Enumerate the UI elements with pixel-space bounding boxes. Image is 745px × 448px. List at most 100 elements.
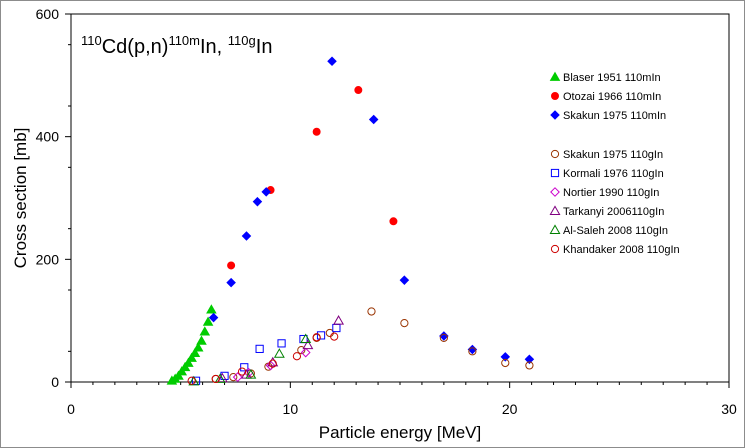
legend-item: Skakun 1975 110mIn: [550, 110, 666, 122]
series-6: [216, 315, 345, 383]
y-tick-label: 400: [36, 129, 60, 145]
series-7: [188, 333, 312, 386]
legend-label: Skakun 1975 110gIn: [563, 149, 663, 161]
legend-label: Al-Saleh 2008 110gIn: [563, 225, 668, 237]
data-point: [467, 344, 478, 355]
x-tick-label: 0: [67, 401, 75, 417]
data-point: [187, 376, 196, 385]
data-point: [354, 86, 363, 95]
data-point: [240, 363, 249, 372]
data-point: [265, 360, 276, 371]
legend-item: Kormali 1976 110gIn: [550, 168, 664, 180]
annotation-superscript: 110g: [228, 33, 256, 48]
x-tick-label: 10: [283, 401, 299, 417]
data-point: [389, 217, 398, 226]
annotation-text: In,: [200, 36, 228, 58]
y-tick-label: 200: [36, 251, 60, 267]
legend-item: Tarkanyi 2006110gIn: [549, 205, 664, 218]
data-point: [500, 352, 511, 362]
series-2: [208, 56, 535, 365]
data-point: [206, 304, 217, 314]
legend: Blaser 1951 110mIn Otozai 1966 110mIn Skak…: [549, 71, 680, 256]
data-points: [166, 56, 535, 386]
data-point: [439, 333, 448, 342]
series-0: [166, 304, 217, 385]
data-point: [292, 352, 302, 361]
data-point: [333, 315, 345, 325]
data-point: [202, 316, 214, 326]
data-point: [241, 231, 252, 241]
data-point: [300, 347, 311, 358]
data-point: [297, 346, 306, 355]
data-point: [312, 127, 321, 136]
data-point: [524, 354, 535, 365]
data-point: [199, 326, 211, 336]
data-point: [252, 196, 263, 207]
annotation-text: Cd(p,n): [102, 36, 169, 58]
data-point: [183, 357, 194, 367]
data-point: [186, 352, 197, 362]
legend-marker: [550, 110, 560, 120]
data-point: [400, 319, 409, 328]
legend-marker: [550, 168, 560, 178]
legend-label: Otozai 1966 110mIn: [563, 91, 661, 103]
annotation-superscript: 110m: [168, 33, 200, 48]
reaction-annotation: 110Cd(p,n)110mIn, 110gIn: [81, 33, 272, 58]
data-point: [245, 369, 257, 379]
data-point: [302, 339, 314, 350]
data-point: [330, 332, 339, 341]
data-point: [267, 356, 279, 367]
data-point: [229, 372, 238, 382]
data-point: [214, 373, 226, 383]
legend-item: Al-Saleh 2008 110gIn: [549, 224, 668, 237]
data-point: [216, 372, 228, 383]
x-tick-label: 20: [502, 401, 518, 417]
data-point: [196, 335, 207, 345]
legend-item: Nortier 1990 110gIn: [550, 187, 659, 199]
data-point: [261, 187, 271, 197]
legend-item: Otozai 1966 110mIn: [551, 91, 661, 103]
data-point: [439, 331, 449, 341]
annotation-superscript: 110: [81, 33, 102, 48]
data-point: [327, 56, 337, 66]
data-point: [368, 114, 379, 125]
data-point: [468, 347, 477, 356]
data-point: [367, 307, 376, 316]
data-point: [277, 339, 286, 348]
x-tick-label: 30: [721, 401, 737, 417]
data-point: [525, 361, 534, 370]
data-point: [211, 374, 220, 384]
data-point: [399, 275, 410, 285]
legend-marker: [550, 187, 560, 197]
x-axis-label: Particle energy [MeV]: [319, 423, 482, 442]
reaction-label: 110Cd(p,n)110mIn, 110gIn: [81, 33, 272, 58]
legend-item: Skakun 1975 110gIn: [550, 149, 663, 161]
legend-label: Blaser 1951 110mIn: [563, 72, 661, 84]
legend-marker: [549, 205, 561, 215]
data-point: [268, 359, 277, 368]
data-point: [232, 372, 243, 383]
legend-label: Nortier 1990 110gIn: [563, 187, 659, 199]
legend-marker: [551, 92, 560, 101]
legend-item: Khandaker 2008 110gIn: [550, 244, 680, 256]
y-tick-label: 600: [36, 6, 60, 22]
legend-item: Blaser 1951 110mIn: [549, 71, 661, 84]
data-point: [273, 348, 285, 358]
series-1: [227, 86, 398, 270]
data-point: [255, 344, 264, 353]
legend-marker: [550, 244, 560, 254]
data-point: [192, 342, 204, 352]
y-tick-label: 0: [51, 374, 59, 390]
legend-marker: [550, 149, 560, 159]
axes: 0 10 20 30 0 200 400 600 Particle energy [MeV] Cr…: [11, 6, 737, 442]
data-point: [189, 347, 201, 358]
series-8: [187, 332, 339, 385]
data-point: [227, 261, 236, 270]
data-point: [208, 312, 219, 323]
data-point: [501, 358, 510, 368]
legend-label: Khandaker 2008 110gIn: [563, 244, 680, 256]
data-point: [226, 277, 236, 288]
data-point: [332, 323, 341, 333]
